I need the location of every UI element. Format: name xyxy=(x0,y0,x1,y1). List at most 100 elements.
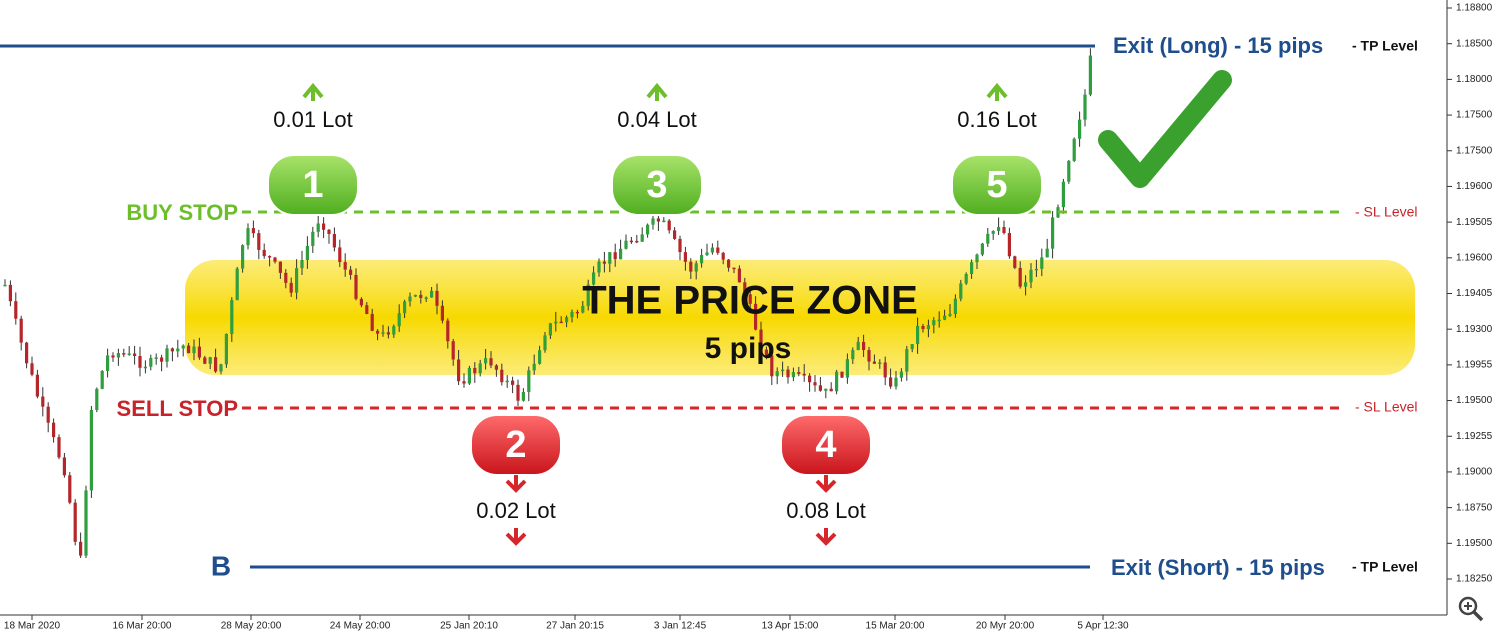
candle-body xyxy=(57,437,61,458)
candle-body xyxy=(899,371,903,378)
candle-body xyxy=(975,254,979,263)
candle-body xyxy=(241,245,245,269)
candle-body xyxy=(106,355,110,371)
candle-body xyxy=(959,283,963,299)
candle-body xyxy=(376,330,380,334)
candle-body xyxy=(926,325,930,330)
candle-body xyxy=(133,353,137,357)
candle-body xyxy=(786,369,790,378)
candle-body xyxy=(1051,217,1055,249)
zone-title: THE PRICE ZONE xyxy=(582,279,918,323)
candle-body xyxy=(802,373,806,376)
candle-body xyxy=(878,362,882,364)
candle-body xyxy=(484,358,488,364)
candle-body xyxy=(127,353,131,356)
candle-body xyxy=(781,369,785,372)
candle-body xyxy=(565,317,569,323)
candle-body xyxy=(1067,160,1071,182)
candle-body xyxy=(705,252,709,255)
candle-body xyxy=(862,341,866,351)
candle-body xyxy=(608,252,612,264)
candle-body xyxy=(257,233,261,250)
candle-body xyxy=(122,353,126,355)
candle-body xyxy=(332,233,336,248)
candle-body xyxy=(759,329,763,350)
candle-body xyxy=(116,353,120,358)
candle-body xyxy=(1013,256,1017,268)
candle-body xyxy=(35,374,39,397)
candle-body xyxy=(624,240,628,249)
x-tick-label: 28 May 20:00 xyxy=(221,621,282,632)
y-tick-label: 1.18250 xyxy=(1456,574,1493,585)
candle-body xyxy=(953,298,957,315)
candle-body xyxy=(818,385,822,391)
exit-long-label: Exit (Long) - 15 pips xyxy=(1113,33,1323,58)
order-number: 4 xyxy=(815,424,836,466)
x-tick-label: 16 Mar 20:00 xyxy=(113,621,172,632)
order-lot: 0.16 Lot xyxy=(957,107,1037,132)
candle-body xyxy=(997,227,1001,232)
b-marker: B xyxy=(211,550,231,581)
candle-body xyxy=(489,358,493,366)
candle-body xyxy=(748,294,752,304)
candle-body xyxy=(1072,138,1076,161)
candle-body xyxy=(1024,282,1028,287)
y-tick-label: 1.19405 xyxy=(1456,288,1493,299)
candle-body xyxy=(683,252,687,262)
candle-body xyxy=(143,366,147,369)
candle-body xyxy=(214,357,218,372)
candle-body xyxy=(208,357,212,364)
candle-body xyxy=(14,301,18,319)
candle-body xyxy=(397,313,401,327)
candle-body xyxy=(30,363,34,375)
candle-body xyxy=(1002,227,1006,234)
candle-body xyxy=(300,259,304,269)
y-tick-label: 1.19500 xyxy=(1456,538,1493,549)
candle-body xyxy=(111,355,115,358)
order-lot: 0.08 Lot xyxy=(786,498,866,523)
candle-body xyxy=(716,247,720,253)
candle-body xyxy=(948,314,952,316)
candle-body xyxy=(721,252,725,260)
y-tick-label: 1.18800 xyxy=(1456,3,1493,14)
candle-body xyxy=(25,342,29,364)
candle-body xyxy=(68,475,72,503)
order-number: 5 xyxy=(986,164,1007,206)
candle-body xyxy=(149,357,153,367)
candle-body xyxy=(710,247,714,253)
candle-body xyxy=(797,372,801,374)
candle-body xyxy=(1083,94,1087,120)
candle-body xyxy=(95,388,99,410)
zone-subtitle: 5 pips xyxy=(705,332,792,365)
candle-body xyxy=(980,243,984,255)
candle-body xyxy=(176,348,180,352)
candle-body xyxy=(160,357,164,362)
x-tick-label: 3 Jan 12:45 xyxy=(654,621,707,632)
candle-body xyxy=(424,297,428,300)
candle-body xyxy=(446,320,450,342)
candle-body xyxy=(991,231,995,234)
y-tick-label: 1.19955 xyxy=(1456,360,1493,371)
candle-body xyxy=(273,257,277,262)
candle-body xyxy=(872,361,876,364)
candle-body xyxy=(1088,55,1092,95)
candle-body xyxy=(311,231,315,246)
candle-body xyxy=(732,267,736,270)
candle-body xyxy=(775,371,779,377)
candle-body xyxy=(192,346,196,354)
candle-body xyxy=(494,365,498,370)
y-tick-label: 1.19600 xyxy=(1456,181,1493,192)
candle-body xyxy=(316,223,320,232)
x-tick-label: 24 May 20:00 xyxy=(330,621,391,632)
arrow-down xyxy=(815,475,837,493)
candle-body xyxy=(538,350,542,364)
candle-body xyxy=(921,325,925,330)
candle-body xyxy=(359,298,363,306)
arrow-up xyxy=(986,82,1008,101)
candle-body xyxy=(100,370,104,389)
candle-body xyxy=(1061,181,1065,208)
candle-body xyxy=(619,248,623,260)
candle-body xyxy=(478,363,482,374)
candle-body xyxy=(602,261,606,264)
candle-body xyxy=(651,218,655,225)
